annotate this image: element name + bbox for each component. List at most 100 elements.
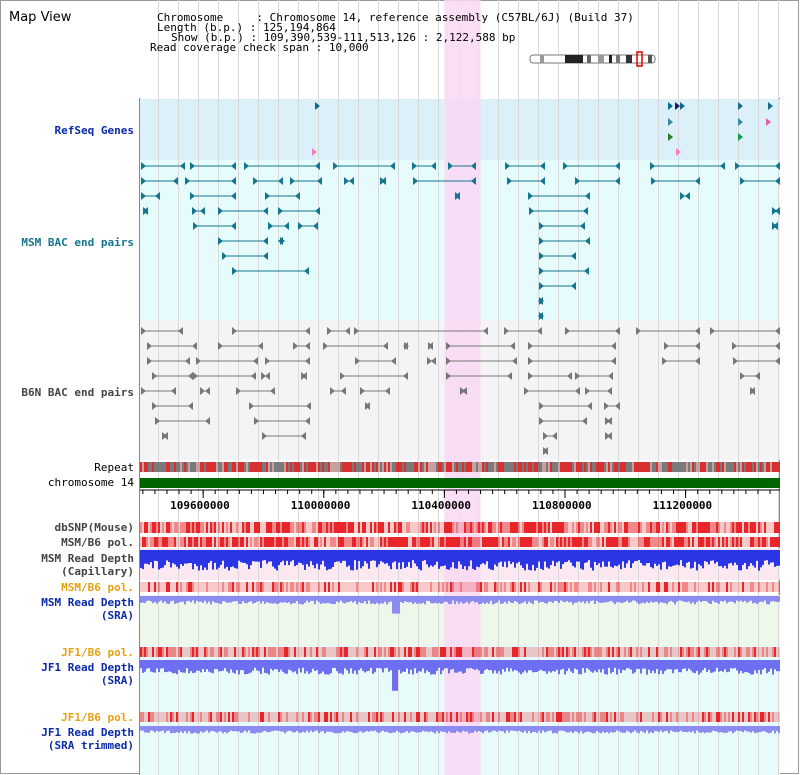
snp-mark <box>510 712 512 722</box>
track-label-msm-depth-cap-1[interactable]: MSM Read Depth <box>41 552 134 565</box>
snp-mark <box>488 712 490 722</box>
depth-bar <box>300 660 302 673</box>
snp-mark <box>236 582 238 592</box>
track-label-msm-depth-sra-1[interactable]: MSM Read Depth <box>41 596 134 609</box>
depth-bar <box>752 726 754 732</box>
snp-mark <box>264 647 266 657</box>
repeat-mark <box>224 462 226 472</box>
snp-mark <box>210 522 212 533</box>
depth-bar <box>242 660 244 671</box>
depth-bar <box>628 726 630 732</box>
track-label-jf1-depth-trim-1[interactable]: JF1 Read Depth <box>41 726 134 739</box>
snp-mark <box>470 712 472 722</box>
repeat-mark <box>764 462 766 472</box>
depth-bar <box>454 596 456 605</box>
snp-mark <box>552 522 554 533</box>
snp-mark <box>570 647 572 657</box>
depth-bar <box>768 726 770 734</box>
snp-mark <box>688 647 690 657</box>
snp-mark <box>764 582 766 592</box>
snp-mark <box>344 647 346 657</box>
depth-bar <box>208 550 210 563</box>
snp-mark <box>436 712 438 722</box>
depth-bar <box>290 550 292 562</box>
snp-mark <box>722 537 724 547</box>
snp-mark <box>168 712 170 722</box>
depth-bar <box>518 550 520 562</box>
depth-bar <box>584 596 586 604</box>
depth-bar <box>622 550 624 562</box>
snp-mark <box>598 522 600 533</box>
highlight-region <box>444 0 481 775</box>
repeat-mark <box>732 462 734 472</box>
depth-bar <box>366 660 368 672</box>
snp-mark <box>642 582 644 592</box>
depth-bar <box>546 550 548 568</box>
depth-bar <box>724 660 726 670</box>
track-label-refseq-genes[interactable]: RefSeq Genes <box>54 124 134 137</box>
snp-mark <box>548 582 550 592</box>
depth-bar <box>596 550 598 566</box>
track-label-jf1-b6-pol-1[interactable]: JF1/B6 pol. <box>61 646 134 659</box>
snp-mark <box>384 537 386 547</box>
repeat-mark <box>614 462 616 472</box>
snp-mark <box>508 647 510 657</box>
snp-mark <box>548 712 550 722</box>
snp-mark <box>304 537 306 547</box>
snp-mark <box>382 582 384 592</box>
depth-bar <box>324 550 326 567</box>
depth-bar <box>538 726 540 731</box>
depth-bar <box>532 596 534 605</box>
snp-mark <box>460 537 462 547</box>
depth-bar <box>424 596 426 605</box>
chromosome-ideogram-icon[interactable] <box>529 51 656 67</box>
snp-mark <box>484 582 486 592</box>
depth-bar <box>278 726 280 731</box>
snp-mark <box>662 537 664 547</box>
track-label-msm-b6-pol-2[interactable]: MSM/B6 pol. <box>61 581 134 594</box>
snp-mark <box>346 522 348 533</box>
snp-mark <box>482 712 484 722</box>
snp-mark <box>434 537 436 547</box>
track-label-jf1-depth-sra-1[interactable]: JF1 Read Depth <box>41 661 134 674</box>
snp-mark <box>658 582 660 592</box>
track-label-jf1-b6-pol-2[interactable]: JF1/B6 pol. <box>61 711 134 724</box>
snp-mark <box>168 537 170 547</box>
depth-bar <box>210 550 212 561</box>
snp-mark <box>142 537 144 547</box>
depth-bar <box>152 726 154 731</box>
depth-bar <box>406 596 408 603</box>
snp-mark <box>376 712 378 722</box>
track-label-dbsnp[interactable]: dbSNP(Mouse) <box>54 521 134 534</box>
snp-mark <box>210 712 212 722</box>
snp-mark <box>690 537 692 547</box>
depth-bar <box>746 660 748 673</box>
snp-mark <box>338 712 340 722</box>
depth-bar <box>300 550 302 564</box>
depth-bar <box>400 550 402 570</box>
repeat-mark <box>234 462 236 472</box>
track-label-msm-b6-pol-1[interactable]: MSM/B6 pol. <box>61 536 134 549</box>
depth-bar <box>422 660 424 669</box>
track-label-b6n-bac[interactable]: B6N BAC end pairs <box>21 386 134 399</box>
depth-bar <box>280 596 282 603</box>
repeat-mark <box>650 462 652 472</box>
depth-bar <box>240 596 242 604</box>
depth-bar <box>614 550 616 566</box>
b6n-bac-pair-end <box>539 402 544 410</box>
snp-mark <box>236 647 238 657</box>
snp-mark <box>398 712 400 722</box>
snp-mark <box>300 647 302 657</box>
repeat-mark <box>442 462 444 472</box>
snp-mark <box>250 647 252 657</box>
snp-mark <box>430 537 432 547</box>
snp-mark <box>492 647 494 657</box>
depth-bar <box>634 660 636 673</box>
snp-mark <box>582 647 584 657</box>
snp-mark <box>644 537 646 547</box>
depth-bar <box>632 726 634 732</box>
snp-mark <box>582 537 584 547</box>
track-label-msm-bac[interactable]: MSM BAC end pairs <box>21 236 134 249</box>
snp-mark <box>704 537 706 547</box>
